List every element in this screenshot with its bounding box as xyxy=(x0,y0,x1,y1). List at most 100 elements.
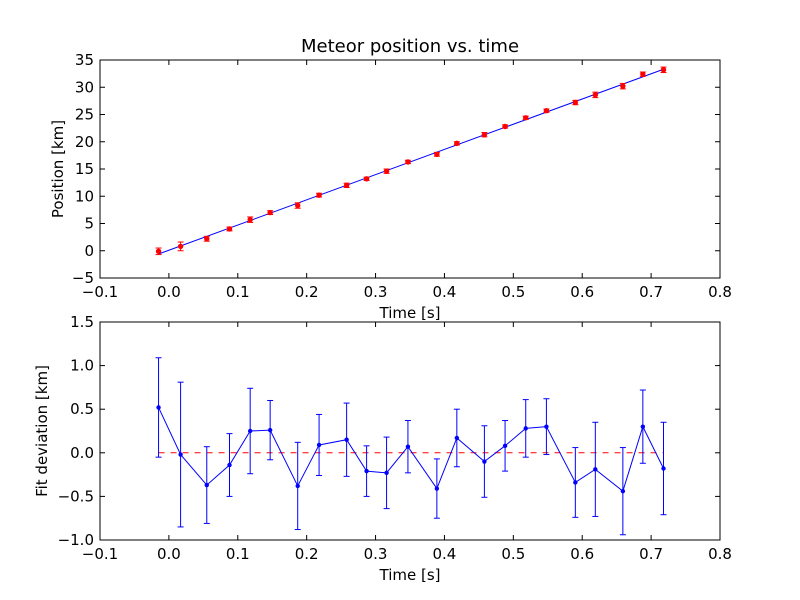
top-fit-layer xyxy=(158,68,664,255)
top-x-tick-label: 0.3 xyxy=(364,283,388,301)
position-point xyxy=(502,123,508,130)
top-chart-title: Meteor position vs. time xyxy=(301,36,519,57)
deviation-point xyxy=(344,437,349,442)
position-point xyxy=(481,131,488,138)
top-y-tick-label: −5 xyxy=(72,269,94,287)
top-x-ticks: −0.1 0.0 0.1 0.2 0.3 0.4 0.5 0.6 0.7 0.8 xyxy=(82,60,732,301)
deviation-point xyxy=(482,459,487,464)
deviation-point xyxy=(620,488,626,494)
bot-x-tick-label: 0.6 xyxy=(570,545,594,563)
bottom-panel: −0.1 0.0 0.1 0.2 0.3 0.4 0.5 0.6 0.7 0.8 −1.0 −0.5… xyxy=(33,313,732,584)
deviation-point xyxy=(573,480,578,485)
bot-y-tick-label: 0.5 xyxy=(70,400,94,418)
top-y-tick-label: 15 xyxy=(75,160,94,178)
deviation-point xyxy=(267,427,273,433)
position-point xyxy=(620,83,626,89)
top-x-tick-label: 0.8 xyxy=(708,283,732,301)
bottom-x-ticks: −0.1 0.0 0.1 0.2 0.3 0.4 0.5 0.6 0.7 0.8 xyxy=(82,322,732,563)
position-point xyxy=(592,92,599,98)
bot-x-tick-label: 0.5 xyxy=(501,545,525,563)
bottom-y-axis-label: Fit deviation [km] xyxy=(33,365,51,497)
bot-x-tick-label: 0.4 xyxy=(433,545,457,563)
top-x-axis-label: Time [s] xyxy=(379,304,441,322)
deviation-point xyxy=(593,467,598,472)
top-y-tick-label: 0 xyxy=(84,242,94,260)
top-points-layer xyxy=(155,66,667,256)
bot-x-tick-label: 0.2 xyxy=(295,545,319,563)
position-point xyxy=(454,140,460,147)
top-y-tick-label: 5 xyxy=(84,215,94,233)
bot-x-tick-label: 0.3 xyxy=(364,545,388,563)
bot-y-tick-label: −0.5 xyxy=(58,487,94,505)
top-y-tick-label: 30 xyxy=(75,78,94,96)
position-point xyxy=(204,236,210,242)
top-x-tick-label: 0.2 xyxy=(295,283,319,301)
bot-y-tick-label: 1.0 xyxy=(70,357,94,375)
bot-x-tick-label: 0.8 xyxy=(708,545,732,563)
bottom-axes-frame xyxy=(99,321,721,541)
deviation-point xyxy=(227,462,232,468)
position-point xyxy=(226,226,233,232)
fit-line xyxy=(158,68,664,255)
top-x-tick-label: 0.5 xyxy=(501,283,525,301)
top-y-tick-label: 25 xyxy=(75,106,94,124)
position-point xyxy=(155,248,162,254)
position-point xyxy=(523,115,529,121)
deviation-point xyxy=(544,424,549,429)
position-point xyxy=(363,176,370,182)
top-y-axis-label: Position [km] xyxy=(49,120,67,218)
bottom-plot-area xyxy=(100,322,720,540)
position-point xyxy=(343,182,350,189)
top-x-tick-label: 0.6 xyxy=(570,283,594,301)
top-panel: Meteor position vs. time −0.1 0.0 0.1 0.2 0.… xyxy=(49,36,732,322)
bottom-series-layer xyxy=(155,357,667,536)
top-x-tick-label: 0.1 xyxy=(226,283,250,301)
deviation-point xyxy=(523,426,528,431)
position-point xyxy=(295,202,301,209)
top-y-ticks: −5 0 5 10 15 20 25 30 35 xyxy=(72,51,720,287)
bottom-x-axis-label: Time [s] xyxy=(379,566,441,584)
deviation-point xyxy=(364,468,369,474)
deviation-point xyxy=(454,435,460,441)
bot-x-tick-label: 0.1 xyxy=(226,545,250,563)
deviation-point xyxy=(661,466,666,471)
deviation-point xyxy=(405,444,411,449)
deviation-point xyxy=(156,405,161,410)
position-point xyxy=(267,209,273,216)
deviation-point xyxy=(384,470,389,476)
top-y-tick-label: 10 xyxy=(75,187,94,205)
bot-y-tick-label: 0.0 xyxy=(70,444,94,462)
top-x-tick-label: 0.0 xyxy=(157,283,181,301)
bot-x-tick-label: −0.1 xyxy=(82,545,118,563)
top-x-tick-label: −0.1 xyxy=(82,283,118,301)
bot-y-tick-label: 1.5 xyxy=(70,313,94,331)
position-point xyxy=(316,192,322,198)
deviation-point xyxy=(178,452,183,457)
top-y-tick-label: 20 xyxy=(75,133,94,151)
bottom-y-ticks: −1.0 −0.5 0.0 0.5 1.0 1.5 xyxy=(58,313,720,549)
position-point xyxy=(660,67,667,73)
bot-x-tick-label: 0.7 xyxy=(639,545,663,563)
top-x-tick-label: 0.7 xyxy=(639,283,663,301)
top-x-tick-label: 0.4 xyxy=(433,283,457,301)
position-point xyxy=(177,243,184,250)
position-point xyxy=(383,168,390,174)
position-point xyxy=(572,99,579,106)
position-point xyxy=(247,216,253,223)
deviation-point xyxy=(640,424,646,429)
deviation-point xyxy=(434,486,440,491)
position-point xyxy=(543,107,550,114)
position-point xyxy=(405,159,411,165)
deviation-point xyxy=(204,482,209,488)
deviation-point xyxy=(295,483,300,489)
top-y-tick-label: 35 xyxy=(75,51,94,69)
bot-x-tick-label: 0.0 xyxy=(157,545,181,563)
deviation-point xyxy=(247,428,253,434)
deviation-point xyxy=(502,443,508,449)
position-point xyxy=(434,151,440,157)
bot-y-tick-label: −1.0 xyxy=(58,531,94,549)
position-point xyxy=(640,71,646,77)
deviation-point xyxy=(316,442,322,448)
top-plot-area xyxy=(100,60,720,278)
